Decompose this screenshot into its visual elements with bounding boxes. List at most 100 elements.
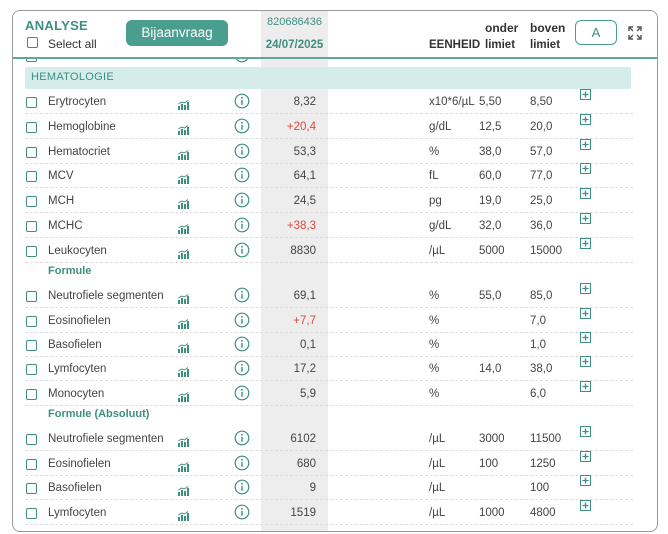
- info-icon[interactable]: [234, 336, 250, 352]
- row-checkbox[interactable]: [26, 291, 37, 302]
- add-icon[interactable]: [580, 306, 591, 319]
- chart-icon[interactable]: [178, 434, 189, 447]
- row-checkbox[interactable]: [26, 483, 37, 494]
- unit-value: %: [429, 315, 440, 327]
- row-checkbox[interactable]: [26, 171, 37, 182]
- result-value: 69,1: [293, 290, 316, 302]
- row-checkbox[interactable]: [26, 97, 37, 108]
- result-value: 8830: [290, 245, 316, 257]
- add-icon[interactable]: [580, 211, 591, 224]
- add-icon[interactable]: [580, 137, 591, 150]
- analysis-name: Hematocriet: [48, 146, 110, 158]
- row-checkbox[interactable]: [26, 147, 37, 158]
- add-icon[interactable]: [580, 473, 591, 486]
- row-divider: [25, 307, 633, 308]
- info-icon[interactable]: [234, 455, 250, 471]
- chart-icon[interactable]: [178, 221, 189, 234]
- info-icon[interactable]: [234, 430, 250, 446]
- row-checkbox[interactable]: [26, 434, 37, 445]
- chart-icon[interactable]: [178, 483, 189, 496]
- info-icon[interactable]: [234, 479, 250, 495]
- chart-icon[interactable]: [178, 316, 189, 329]
- chart-icon[interactable]: [178, 196, 189, 209]
- a-button[interactable]: A: [575, 20, 617, 45]
- info-icon[interactable]: [234, 192, 250, 208]
- add-icon[interactable]: [580, 112, 591, 125]
- chart-icon[interactable]: [178, 171, 189, 184]
- lower-limit-value: 1000: [479, 507, 505, 519]
- results-body: HEMATOLOGIE Erytrocyten 8,32 x10*6/µL 5,50 8…: [13, 11, 657, 531]
- add-icon[interactable]: [580, 330, 591, 343]
- table-row: Hematocriet 53,3% 38,0 57,0: [13, 137, 657, 164]
- add-icon[interactable]: [580, 87, 591, 100]
- chart-icon[interactable]: [178, 508, 189, 521]
- expand-icon[interactable]: [628, 26, 642, 40]
- row-checkbox[interactable]: [26, 122, 37, 133]
- add-icon[interactable]: [580, 424, 591, 437]
- info-icon[interactable]: [234, 167, 250, 183]
- upper-limit-value: 25,0: [530, 195, 553, 207]
- info-icon[interactable]: [234, 242, 250, 258]
- row-divider: [25, 163, 633, 164]
- row-checkbox[interactable]: [26, 364, 37, 375]
- select-all-checkbox[interactable]: [27, 37, 38, 48]
- row-checkbox[interactable]: [26, 221, 37, 232]
- table-row: Basofielen 0,1% 1,0: [13, 330, 657, 357]
- lower-limit-header-line1: onder: [485, 21, 519, 35]
- chart-icon[interactable]: [178, 122, 189, 135]
- info-icon[interactable]: [234, 504, 250, 520]
- analysis-name: MCHC: [48, 220, 83, 232]
- chart-icon[interactable]: [178, 459, 189, 472]
- lower-limit-value: 5000: [479, 245, 505, 257]
- select-all-label[interactable]: Select all: [48, 37, 97, 51]
- upper-limit-value: 4800: [530, 507, 556, 519]
- chart-icon[interactable]: [178, 389, 189, 402]
- row-checkbox[interactable]: [26, 196, 37, 207]
- unit-value: /µL: [429, 507, 446, 519]
- row-divider: [25, 212, 633, 213]
- add-icon[interactable]: [580, 379, 591, 392]
- add-icon[interactable]: [580, 281, 591, 294]
- lower-limit-value: 14,0: [479, 363, 502, 375]
- add-icon[interactable]: [580, 161, 591, 174]
- row-checkbox[interactable]: [26, 246, 37, 257]
- table-row: Lymfocyten 1519/µL 1000 4800: [13, 498, 657, 525]
- add-icon[interactable]: [580, 186, 591, 199]
- result-column-background: [261, 11, 328, 531]
- table-row: Monocyten 5,9% 6,0: [13, 379, 657, 406]
- unit-column-header: EENHEID: [429, 39, 481, 51]
- chart-icon[interactable]: [178, 147, 189, 160]
- table-row: Eosinofielen 680/µL 100 1250: [13, 449, 657, 476]
- chart-icon[interactable]: [178, 97, 189, 110]
- lower-limit-value: 12,5: [479, 121, 502, 133]
- info-icon[interactable]: [234, 385, 250, 401]
- add-icon[interactable]: [580, 449, 591, 462]
- row-checkbox[interactable]: [26, 316, 37, 327]
- bijaanvraag-button[interactable]: Bijaanvraag: [126, 20, 228, 46]
- row-checkbox[interactable]: [26, 340, 37, 351]
- unit-value: fL: [429, 170, 439, 182]
- add-icon[interactable]: [580, 236, 591, 249]
- add-icon[interactable]: [580, 498, 591, 511]
- row-checkbox[interactable]: [26, 389, 37, 400]
- result-value: 1519: [290, 507, 316, 519]
- lower-limit-value: 32,0: [479, 220, 502, 232]
- chart-icon[interactable]: [178, 364, 189, 377]
- add-icon[interactable]: [580, 354, 591, 367]
- info-icon[interactable]: [234, 287, 250, 303]
- chart-icon[interactable]: [178, 291, 189, 304]
- lower-limit-header-line2: limiet: [485, 39, 516, 51]
- row-checkbox[interactable]: [26, 459, 37, 470]
- info-icon[interactable]: [234, 93, 250, 109]
- unit-value: g/dL: [429, 121, 452, 133]
- row-checkbox[interactable]: [26, 508, 37, 519]
- upper-limit-value: 7,0: [530, 315, 546, 327]
- info-icon[interactable]: [234, 312, 250, 328]
- info-icon[interactable]: [234, 118, 250, 134]
- chart-icon[interactable]: [178, 246, 189, 259]
- analysis-name: Lymfocyten: [48, 363, 107, 375]
- info-icon[interactable]: [234, 360, 250, 376]
- info-icon[interactable]: [234, 217, 250, 233]
- chart-icon[interactable]: [178, 340, 189, 353]
- info-icon[interactable]: [234, 143, 250, 159]
